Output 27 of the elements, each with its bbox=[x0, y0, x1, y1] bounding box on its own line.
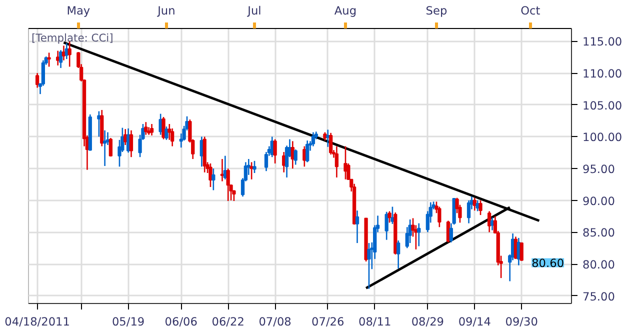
y-tick-label: 100.00 bbox=[582, 130, 622, 144]
x-tick-label: 07/08 bbox=[258, 314, 292, 328]
y-tick-label: 80.00 bbox=[582, 258, 615, 272]
x2-tick-label: Aug bbox=[334, 4, 357, 18]
y-tick-label: 85.00 bbox=[582, 226, 615, 240]
x-tick-label: 06/22 bbox=[212, 314, 244, 328]
x-tick-label: 05/19 bbox=[112, 314, 145, 328]
x2-tick-label: Jun bbox=[156, 4, 176, 18]
y-tick-label: 90.00 bbox=[582, 194, 615, 208]
x2-tick-label: Oct bbox=[520, 4, 541, 18]
x-tick-label: 09/30 bbox=[505, 314, 538, 328]
annotation: 80.60 bbox=[532, 256, 564, 270]
y-tick-label: 75.00 bbox=[582, 289, 615, 304]
x2-tick-label: May bbox=[66, 4, 90, 18]
x-tick-label: 07/26 bbox=[312, 314, 344, 328]
y-tick-label: 110.00 bbox=[582, 66, 622, 81]
x2-tick-label: Jul bbox=[246, 4, 262, 18]
y-tick-label: 95.00 bbox=[582, 162, 615, 176]
x-tick-label: 08/11 bbox=[358, 314, 392, 328]
y-tick-label: 115.00 bbox=[582, 34, 622, 49]
x-tick-label: 04/18/2011 bbox=[4, 314, 70, 328]
y-tick-label: 105.00 bbox=[582, 98, 622, 112]
annotation: [Template: CCi] bbox=[32, 32, 114, 44]
x2-tick-label: Sep bbox=[426, 4, 448, 18]
x-tick-label: 08/29 bbox=[411, 314, 444, 328]
x-tick-label: 09/14 bbox=[458, 314, 491, 328]
x-tick-label: 06/06 bbox=[164, 314, 198, 328]
